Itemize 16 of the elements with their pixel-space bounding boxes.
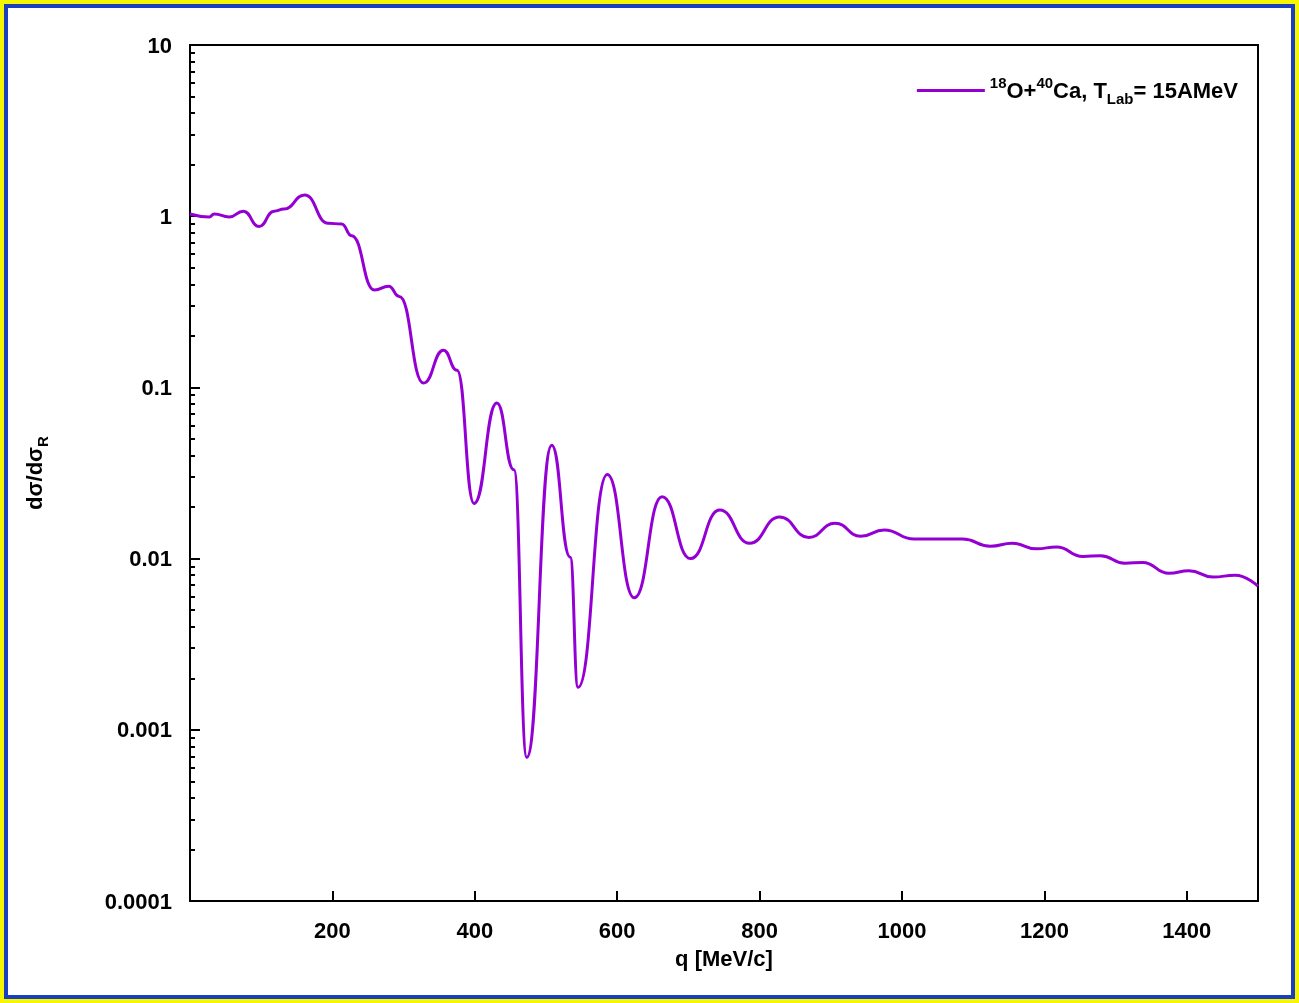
y-tick-label: 0.1 [141,374,172,400]
y-tick-label: 10 [147,32,172,58]
x-tick-label: 400 [456,917,494,943]
x-tick-label: 800 [741,917,778,943]
x-tick-label: 1200 [1019,917,1069,943]
y-tick-label: 1 [159,203,172,229]
x-tick-label: 600 [598,917,636,943]
x-tick-label: 200 [314,917,351,943]
y-tick-label: 0.001 [116,717,172,743]
y-axis-title: dσ/dσR [22,435,51,510]
x-tick-label: 1400 [1162,917,1212,943]
y-tick-label: 0.0001 [104,888,172,914]
x-tick-label: 1000 [877,917,927,943]
y-tick-label: 0.01 [129,546,172,572]
x-axis-title: q [MeV/c] [675,945,773,971]
line-series [188,193,1260,759]
